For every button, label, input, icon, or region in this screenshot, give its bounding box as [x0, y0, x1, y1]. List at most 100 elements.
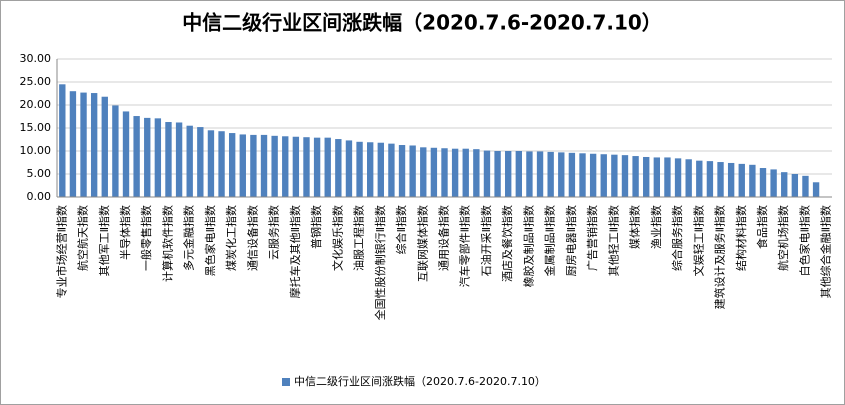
bar: [239, 134, 246, 197]
bar: [207, 130, 215, 197]
bar: [80, 92, 87, 197]
bar: [451, 148, 459, 197]
bar: [568, 152, 576, 197]
x-tick-label: 航空机场指数: [776, 205, 790, 271]
x-tick-label: 渔业指数: [649, 205, 663, 249]
x-tick-label: 厨房电器Ⅱ指数: [564, 205, 578, 276]
bar: [430, 147, 438, 197]
bar: [589, 153, 597, 197]
x-tick-label: 酒店及餐饮指数: [500, 205, 514, 282]
y-tick-label: 20.00: [20, 98, 52, 111]
bar: [643, 156, 650, 197]
y-tick-label: 25.00: [20, 75, 52, 88]
bar: [441, 148, 448, 197]
bar: [292, 136, 300, 197]
x-tick-label: 金属制品Ⅱ指数: [543, 205, 557, 276]
bar: [579, 153, 586, 197]
bar: [749, 164, 756, 197]
y-tick-label: 0.00: [27, 190, 52, 203]
x-tick-label: 媒体指数: [628, 205, 642, 249]
x-tick-label: 文娱轻工Ⅱ指数: [691, 205, 705, 276]
bar: [717, 162, 724, 197]
bar: [367, 142, 374, 197]
x-tick-label: 专业市场经营Ⅱ指数: [54, 205, 68, 298]
bar: [696, 160, 703, 197]
bar: [377, 142, 384, 197]
bar: [101, 96, 108, 197]
x-tick-label: 汽车零部件Ⅱ指数: [458, 205, 472, 287]
bar: [462, 148, 469, 197]
bar: [558, 152, 565, 197]
bar: [791, 174, 799, 197]
bar: [112, 105, 119, 197]
x-tick-label: 一般零售指数: [139, 205, 153, 271]
bar: [133, 116, 140, 197]
x-tick-label: 煤炭化工指数: [224, 205, 238, 271]
x-tick-label: 云服务指数: [267, 205, 281, 260]
x-tick-label: 白色家电Ⅱ指数: [797, 205, 811, 276]
bar: [674, 158, 682, 197]
bar: [197, 127, 204, 197]
bar: [345, 140, 353, 197]
x-tick-label: 广告营销指数: [585, 205, 599, 271]
x-tick-label: 其他军工Ⅱ指数: [97, 205, 111, 276]
chart-title: 中信二级行业区间涨跌幅（2020.7.6-2020.7.10）: [182, 11, 662, 35]
bar: [250, 134, 257, 197]
bar: [90, 93, 98, 197]
bar: [505, 151, 512, 197]
bar: [122, 111, 130, 197]
x-tick-label: 其他综合金融Ⅱ指数: [819, 205, 833, 298]
bar: [611, 154, 618, 197]
x-tick-label: 黑色家电Ⅱ指数: [203, 205, 217, 276]
x-tick-label: 普钢指数: [309, 205, 323, 249]
bar: [165, 122, 172, 197]
bar: [536, 151, 544, 197]
bar: [600, 154, 607, 197]
bar: [653, 157, 661, 197]
x-tick-label: 互联网媒体指数: [415, 205, 429, 282]
bar: [759, 168, 767, 197]
bar: [388, 143, 395, 197]
x-tick-label: 油服工程指数: [352, 205, 366, 271]
bar: [218, 131, 225, 197]
bar: [526, 151, 533, 197]
bar: [271, 135, 278, 197]
x-tick-label: 全国性股份制银行Ⅱ指数: [373, 205, 387, 320]
x-tick-label: 多元金融指数: [182, 205, 196, 271]
bar: [186, 125, 193, 197]
x-tick-label: 建筑设计及服务Ⅱ指数: [713, 205, 727, 309]
y-tick-label: 15.00: [20, 121, 52, 134]
bar: [770, 169, 777, 197]
y-tick-label: 30.00: [20, 52, 52, 65]
bar: [812, 182, 820, 197]
x-tick-label: 石油开采Ⅱ指数: [479, 205, 493, 276]
y-tick-label: 10.00: [20, 144, 52, 157]
legend-swatch: [282, 378, 290, 386]
x-tick-label: 半导体指数: [118, 205, 132, 260]
bar: [335, 139, 342, 197]
bar: [324, 137, 331, 197]
bar: [398, 145, 406, 197]
legend-label: 中信二级行业区间涨跌幅（2020.7.6-2020.7.10）: [294, 374, 546, 388]
bar: [621, 155, 629, 197]
bar: [154, 118, 162, 197]
x-tick-label: 综合服务指数: [670, 205, 684, 271]
bar: [632, 156, 639, 197]
x-tick-label: 食品指数: [755, 205, 769, 249]
bar: [356, 141, 363, 197]
x-tick-label: 摩托车及其他Ⅱ指数: [288, 205, 302, 298]
x-tick-label: 航空航天指数: [76, 205, 90, 271]
bar: [69, 91, 77, 197]
bar: [313, 137, 321, 197]
bar: [59, 84, 66, 197]
x-tick-label: 通用设备指数: [437, 205, 451, 271]
x-tick-label: 结构材料指数: [734, 205, 748, 271]
bar: [781, 172, 788, 197]
y-tick-label: 5.00: [27, 167, 52, 180]
bar: [175, 122, 183, 197]
bar: [144, 117, 151, 197]
bar: [802, 175, 809, 197]
bar: [483, 150, 491, 197]
bar: [494, 151, 501, 197]
